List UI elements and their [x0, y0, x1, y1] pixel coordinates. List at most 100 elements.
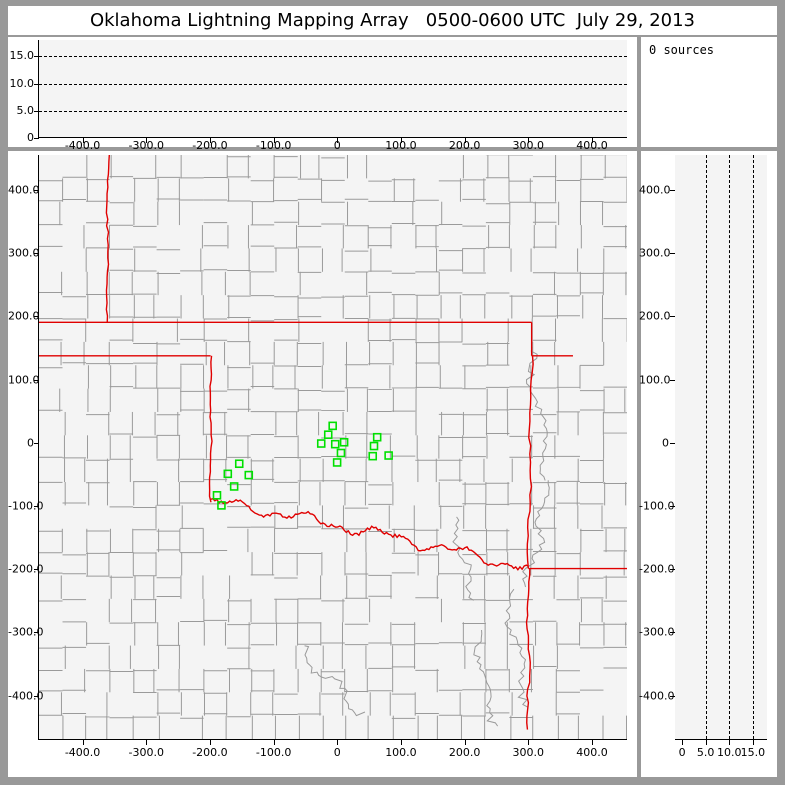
x-axis-tick	[82, 740, 84, 745]
lightning-source-marker	[336, 448, 346, 458]
map-panel[interactable]: -400.0 -300.0 -200.0 -100.0 0 100.0 200.0 300.0…	[8, 151, 637, 777]
lightning-source-marker	[323, 430, 333, 439]
river-county-line	[304, 645, 366, 717]
y-axis-tick-label: -400.0	[8, 689, 44, 703]
x-axis-tick	[400, 740, 402, 745]
river-county-line	[522, 480, 550, 588]
gridline	[39, 83, 627, 85]
y-axis-tick-label: -300.0	[8, 625, 44, 639]
y-axis-tick	[34, 138, 39, 139]
x-axis-tick-label: -400.0	[64, 139, 101, 152]
lightning-source-marker	[229, 482, 239, 491]
y-axis-tick-label: -400.0	[639, 689, 675, 703]
alt-vs-northsouth-panel: -400.0 -300.0 -200.0 -100.0 0 100.0 200.0 300.0…	[639, 151, 777, 777]
x-axis-tick-label: 10.0	[717, 746, 742, 759]
x-axis-tick	[528, 740, 530, 745]
y-axis-tick	[34, 442, 39, 444]
x-axis-tick	[591, 138, 593, 143]
lightning-source-marker	[330, 439, 340, 449]
x-axis-tick-label: -200.0	[192, 746, 228, 759]
y-axis-tick-label: 100.0	[8, 373, 40, 386]
y-axis-tick-label: -200.0	[8, 562, 44, 576]
sources-panel: 0 sources	[641, 37, 777, 147]
lightning-source-marker	[217, 501, 226, 510]
x-axis-tick-label: 100.0	[385, 139, 417, 152]
y-axis-tick	[34, 189, 39, 191]
gridline	[705, 155, 707, 739]
y-axis-tick	[670, 253, 675, 255]
x-axis-tick-label: 15.0	[740, 746, 766, 759]
time-height-panel: 0 5.0 10.0 15.0 -400.0 -300.0 -200.0 -100.0 0 100…	[8, 37, 637, 152]
x-axis-tick-label: 100.0	[385, 746, 417, 759]
x-axis-tick-label: -400.0	[64, 746, 101, 759]
y-axis-tick	[34, 110, 39, 112]
colorado-kansas-border	[105, 155, 111, 323]
x-axis-tick	[729, 740, 731, 745]
x-axis-tick	[337, 138, 339, 143]
arkansas-oklahoma-border	[525, 568, 531, 730]
x-axis-tick	[146, 740, 148, 745]
y-axis-tick	[670, 695, 675, 697]
map-svg	[39, 155, 627, 739]
x-axis-tick	[209, 740, 211, 745]
x-axis-tick-label: -100.0	[255, 746, 292, 759]
x-axis-tick-label: 0	[678, 746, 686, 759]
x-axis-tick-label: -100.0	[255, 139, 292, 152]
lightning-source-marker	[384, 451, 393, 460]
y-axis-tick-label: -300.0	[639, 625, 675, 639]
x-axis-tick	[464, 138, 466, 143]
lightning-source-marker	[368, 451, 378, 461]
y-axis-tick	[34, 695, 39, 697]
y-axis-tick-label: 10.0	[9, 76, 35, 90]
x-axis-tick-label: 0	[333, 746, 341, 759]
y-axis-tick	[34, 506, 39, 507]
river-county-line	[525, 346, 548, 481]
x-axis-tick	[273, 138, 275, 143]
county-lines-layer	[39, 155, 627, 739]
y-axis-tick-label: 400.0	[639, 183, 671, 197]
x-axis-tick	[400, 138, 402, 143]
gridline	[752, 155, 754, 739]
y-axis-tick-label: 200.0	[639, 309, 671, 323]
lightning-source-marker	[332, 458, 342, 467]
y-axis-tick-label: 300.0	[639, 246, 671, 260]
y-axis-tick	[670, 632, 675, 634]
source-count-label: 0 sources	[649, 43, 715, 57]
y-axis-tick	[670, 506, 675, 507]
y-axis-tick-label: 200.0	[8, 309, 40, 323]
x-axis-tick-label: -200.0	[192, 139, 228, 152]
lightning-source-marker	[339, 437, 349, 447]
y-axis-tick	[34, 253, 39, 255]
x-axis-tick-label: 0	[333, 139, 341, 152]
river-county-line	[504, 588, 529, 708]
x-axis-tick	[146, 138, 148, 143]
map-plot-area[interactable]	[38, 155, 627, 740]
red-river-texas-oklahoma-border	[210, 497, 529, 571]
y-axis-tick	[34, 316, 39, 318]
y-axis-tick-label: 0	[27, 436, 34, 450]
x-axis-tick	[591, 740, 593, 745]
title-bar: Oklahoma Lightning Mapping Array 0500-06…	[8, 6, 777, 35]
state-border-layer	[39, 155, 627, 730]
x-axis-tick	[752, 740, 754, 745]
y-axis-tick	[34, 56, 39, 58]
time-height-plot-area	[38, 40, 627, 138]
x-axis-tick	[209, 138, 211, 143]
x-axis-tick-label: -300.0	[128, 746, 164, 759]
gridline	[39, 56, 627, 58]
x-axis-tick-label: -300.0	[128, 139, 164, 152]
y-axis-tick-label: -200.0	[639, 562, 675, 576]
gridline	[39, 110, 627, 112]
y-axis-tick	[670, 189, 675, 191]
x-axis-tick-label: 400.0	[576, 139, 608, 152]
lightning-source-marker	[223, 469, 233, 479]
y-axis-tick-label: -100.0	[639, 499, 675, 513]
x-axis-tick	[273, 740, 275, 745]
page-title: Oklahoma Lightning Mapping Array 0500-06…	[89, 10, 696, 31]
y-axis-tick-label: 100.0	[639, 373, 671, 386]
x-axis-tick-label: 5.0	[696, 746, 715, 759]
y-axis-tick	[34, 569, 39, 571]
river-county-line	[473, 629, 499, 727]
y-axis-tick	[34, 83, 39, 85]
y-axis-tick-label: 15.0	[9, 49, 35, 63]
